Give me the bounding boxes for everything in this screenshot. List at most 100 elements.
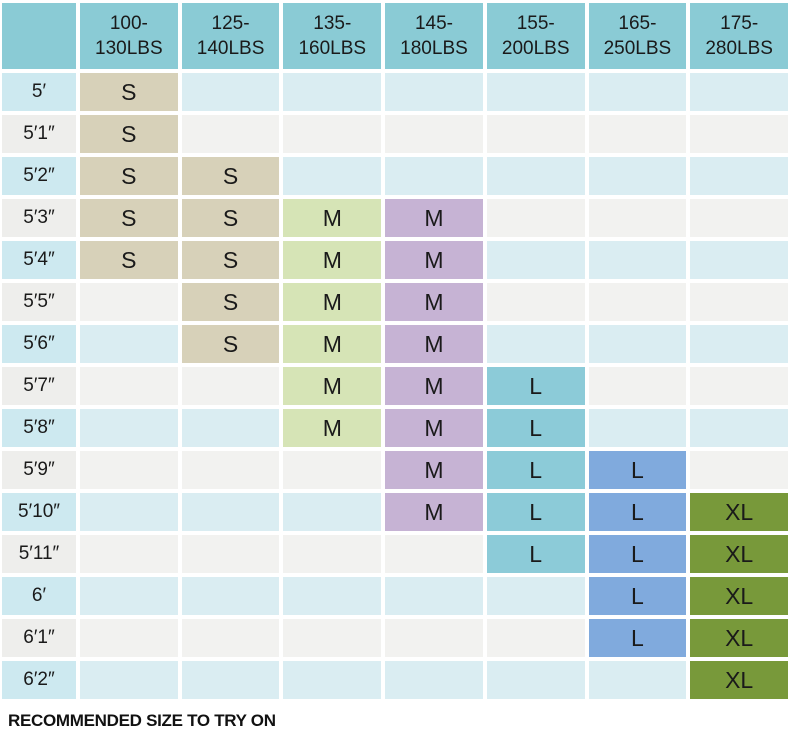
size-cell: M xyxy=(283,367,382,405)
size-cell: M xyxy=(283,283,382,321)
height-label: 5′2″ xyxy=(2,157,76,195)
size-cell xyxy=(690,367,788,405)
size-cell xyxy=(181,367,280,405)
size-cell: M xyxy=(385,199,483,237)
size-table: 100- 130LBS 125- 140LBS 135- 160LBS 145- 18… xyxy=(2,3,788,699)
size-cell xyxy=(80,535,178,573)
size-cell xyxy=(486,73,585,111)
size-cell xyxy=(80,451,178,489)
weight-column-header: 145- 180LBS xyxy=(385,3,483,69)
height-label: 6′2″ xyxy=(2,661,76,699)
size-cell xyxy=(588,115,687,153)
height-label: 5′9″ xyxy=(2,451,76,489)
size-cell xyxy=(385,619,483,657)
size-cell xyxy=(283,661,382,699)
size-cell xyxy=(588,367,687,405)
size-cell xyxy=(690,241,788,279)
size-cell xyxy=(80,619,178,657)
size-cell xyxy=(181,73,280,111)
size-cell: L xyxy=(486,493,585,531)
size-cell: S xyxy=(80,199,178,237)
size-cell: XL xyxy=(690,619,788,657)
size-cell xyxy=(385,157,483,195)
size-cell xyxy=(283,115,382,153)
size-cell: L xyxy=(588,535,687,573)
height-label: 6′1″ xyxy=(2,619,76,657)
corner-cell xyxy=(2,3,76,69)
size-cell xyxy=(283,451,382,489)
size-cell: S xyxy=(80,115,178,153)
size-cell xyxy=(181,619,280,657)
size-cell: M xyxy=(385,325,483,363)
size-cell xyxy=(283,493,382,531)
size-cell: L xyxy=(486,367,585,405)
size-cell: XL xyxy=(690,577,788,615)
height-label: 5′ xyxy=(2,73,76,111)
size-cell xyxy=(385,115,483,153)
size-cell xyxy=(588,241,687,279)
size-cell: M xyxy=(283,241,382,279)
size-cell xyxy=(80,661,178,699)
weight-column-header: 175- 280LBS xyxy=(690,3,788,69)
size-cell xyxy=(690,409,788,447)
height-label: 5′8″ xyxy=(2,409,76,447)
weight-column-header: 135- 160LBS xyxy=(283,3,382,69)
size-cell xyxy=(690,325,788,363)
size-cell xyxy=(181,661,280,699)
size-cell xyxy=(588,73,687,111)
size-cell xyxy=(80,577,178,615)
size-cell xyxy=(486,661,585,699)
size-cell: L xyxy=(588,451,687,489)
size-cell xyxy=(588,283,687,321)
size-cell: L xyxy=(486,409,585,447)
size-cell xyxy=(588,661,687,699)
size-cell: M xyxy=(283,409,382,447)
size-cell xyxy=(486,619,585,657)
size-cell: M xyxy=(385,241,483,279)
size-cell xyxy=(690,157,788,195)
size-cell xyxy=(588,409,687,447)
size-cell xyxy=(486,325,585,363)
size-cell: XL xyxy=(690,493,788,531)
size-cell: S xyxy=(80,157,178,195)
size-cell xyxy=(385,577,483,615)
size-cell xyxy=(486,577,585,615)
size-cell xyxy=(181,115,280,153)
height-label: 6′ xyxy=(2,577,76,615)
size-chart: 100- 130LBS 125- 140LBS 135- 160LBS 145- 18… xyxy=(2,3,788,731)
size-cell: S xyxy=(181,283,280,321)
size-cell: S xyxy=(181,157,280,195)
size-cell xyxy=(80,493,178,531)
size-cell xyxy=(80,283,178,321)
size-cell: S xyxy=(181,241,280,279)
size-cell xyxy=(385,535,483,573)
size-cell xyxy=(283,577,382,615)
height-label: 5′10″ xyxy=(2,493,76,531)
size-cell xyxy=(690,451,788,489)
weight-column-header: 165- 250LBS xyxy=(588,3,687,69)
height-label: 5′5″ xyxy=(2,283,76,321)
size-cell xyxy=(385,661,483,699)
size-cell: L xyxy=(486,535,585,573)
size-cell: M xyxy=(385,451,483,489)
size-cell: L xyxy=(588,577,687,615)
size-cell xyxy=(486,283,585,321)
size-cell xyxy=(181,577,280,615)
height-label: 5′1″ xyxy=(2,115,76,153)
size-cell: M xyxy=(385,367,483,405)
size-cell xyxy=(588,157,687,195)
size-cell: M xyxy=(385,409,483,447)
size-cell: M xyxy=(283,199,382,237)
size-cell xyxy=(181,535,280,573)
size-cell xyxy=(283,157,382,195)
size-cell xyxy=(181,409,280,447)
size-cell: L xyxy=(588,493,687,531)
size-cell xyxy=(80,367,178,405)
size-cell: M xyxy=(385,493,483,531)
size-cell: S xyxy=(80,73,178,111)
size-cell xyxy=(283,535,382,573)
weight-column-header: 155- 200LBS xyxy=(486,3,585,69)
size-cell: M xyxy=(283,325,382,363)
recommended-size-note: RECOMMENDED SIZE TO TRY ON xyxy=(8,711,276,730)
size-cell xyxy=(283,619,382,657)
